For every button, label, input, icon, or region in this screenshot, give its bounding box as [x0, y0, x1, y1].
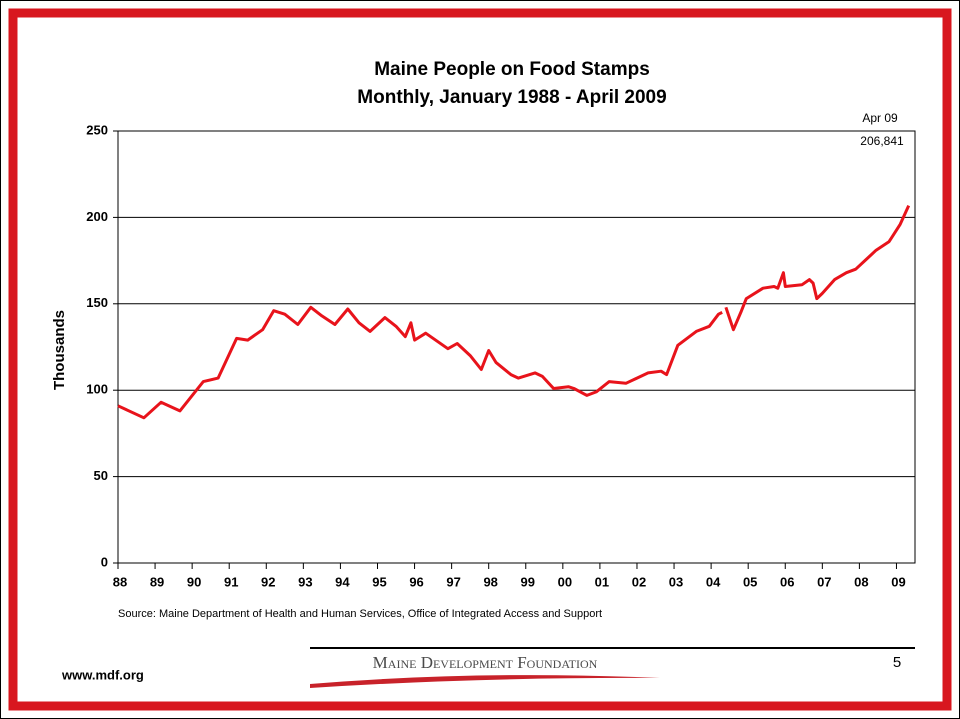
y-tick-label: 100: [86, 382, 108, 397]
logo-swoosh: [310, 675, 660, 688]
y-axis-label: Thousands: [51, 310, 68, 390]
chart-title: Maine People on Food Stamps: [374, 59, 650, 80]
source-note: Source: Maine Department of Health and H…: [118, 608, 602, 620]
annotation: Apr 09: [862, 111, 898, 125]
data-line: [117, 204, 911, 420]
x-tick-label: 01: [595, 574, 609, 589]
x-tick-label: 00: [558, 574, 572, 589]
x-tick-label: 06: [780, 574, 794, 589]
chart-subtitle: Monthly, January 1988 - April 2009: [357, 87, 666, 108]
x-tick-label: 97: [446, 574, 460, 589]
x-tick-label: 98: [483, 574, 497, 589]
y-tick-label: 200: [86, 209, 108, 224]
y-tick-label: 0: [101, 554, 108, 569]
y-tick-label: 50: [94, 468, 108, 483]
page-number: 5: [893, 654, 901, 671]
x-tick-label: 04: [706, 574, 721, 589]
x-tick-label: 09: [891, 574, 905, 589]
x-tick-label: 07: [817, 574, 831, 589]
x-tick-label: 91: [224, 574, 238, 589]
x-tick-label: 03: [669, 574, 683, 589]
x-tick-label: 95: [372, 574, 386, 589]
red-frame: [8, 8, 952, 711]
footer-url: www.mdf.org: [61, 667, 144, 682]
y-tick-label: 150: [86, 295, 108, 310]
plot-frame: [117, 130, 916, 564]
y-tick-label: 250: [86, 122, 108, 137]
x-tick-label: 92: [261, 574, 275, 589]
annotation: 206,841: [860, 134, 904, 148]
x-tick-label: 05: [743, 574, 757, 589]
x-tick-label: 08: [854, 574, 868, 589]
x-tick-label: 88: [113, 574, 127, 589]
x-tick-label: 02: [632, 574, 646, 589]
x-tick-label: 89: [150, 574, 164, 589]
x-tick-label: 93: [298, 574, 312, 589]
x-tick-label: 90: [187, 574, 201, 589]
footer-logo: Maine Development Foundation: [373, 653, 598, 672]
x-tick-label: 99: [521, 574, 535, 589]
x-tick-label: 94: [335, 574, 350, 589]
x-tick-label: 96: [409, 574, 423, 589]
